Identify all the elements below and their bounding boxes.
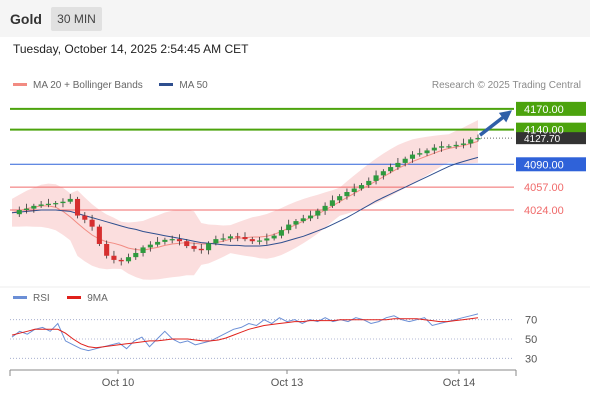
ma20-legend-label: MA 20 + Bollinger Bands [33,80,143,91]
candle-body [446,146,452,148]
candle-body [271,235,277,239]
candle-body [67,198,73,202]
candle-body [453,144,459,147]
candle-body [16,210,22,215]
candle-body [264,238,270,241]
rsi-ma-line [11,317,479,349]
level-label-4024.00: 4024.00 [524,205,564,217]
candle-body [358,185,365,189]
candle-body [184,241,190,247]
candle-body [31,205,37,209]
projection-arrow-head [498,110,512,123]
candle-body [169,239,175,241]
candle-body [24,208,30,211]
candle-body [307,215,314,219]
candle-body [351,188,357,193]
projection-arrow-shaft [478,112,509,137]
candle-body [315,210,321,216]
candle-body [111,255,117,260]
candle-body [227,236,233,239]
rsi-legend-swatch [13,295,27,299]
candle-body [431,147,437,151]
rsi-tick-label: 30 [525,353,537,365]
candle-body [147,244,153,248]
candle-body [417,153,423,155]
x-tick-label: Oct 14 [443,377,475,389]
candle-body [74,198,81,216]
candle-body [380,171,386,176]
candle-body [300,218,306,222]
candle-body [176,239,183,242]
candle-body [395,162,401,168]
candle-body [140,247,146,253]
level-label-4057.00: 4057.00 [524,182,564,194]
credit-text: Research © 2025 Trading Central [431,80,581,91]
candle-body [118,259,124,262]
candle-body [257,240,263,242]
candle-body [337,196,343,201]
candle-body [45,203,51,205]
candle-body [293,221,299,225]
candle-body [162,239,168,242]
candle-body [96,226,102,244]
candle-body [388,167,394,172]
candle-body [89,219,95,227]
current-price-tag [516,132,586,145]
candle-body [366,180,372,186]
candle-body [125,257,132,262]
candle-body [104,243,110,256]
candle-body [344,192,350,197]
bollinger-band [12,120,478,280]
candle-body [475,137,481,140]
candle-body [373,175,379,181]
ma50-legend-label: MA 50 [179,80,208,91]
rsi-legend-label: RSI [33,293,50,304]
candle-body [402,158,408,163]
candle-body [220,238,226,240]
ma20-legend-swatch [13,82,27,86]
level-label-4127.70: 4127.70 [524,134,561,145]
rsi-ma-legend-swatch [67,295,82,299]
rsi-tick-label: 70 [525,315,537,327]
candle-body [235,236,241,238]
candle-body [409,154,416,159]
candle-body [242,237,248,240]
candle-body [206,243,212,251]
candle-body [424,150,430,154]
candle-body [53,203,59,205]
candle-body [460,143,466,145]
candle-body [322,205,328,211]
candle-body [191,246,197,249]
candle-body [439,146,445,148]
main-legend: MA 20 + Bollinger Bands MA 50 [13,80,208,91]
candle-body [286,224,292,231]
rsi-legend: RSI 9MA [13,293,108,304]
resistance-tag [516,101,586,116]
x-tick-label: Oct 13 [271,377,303,389]
level-label-4170.00: 4170.00 [524,104,564,116]
candle-body [213,239,219,244]
candle-body [60,201,66,204]
ma50-legend-swatch [159,82,174,86]
candle-body [468,139,474,144]
level-label-4140.00: 4140.00 [524,125,564,137]
candle-body [82,215,88,220]
candle-body [198,248,204,251]
report-datetime: Tuesday, October 14, 2025 2:54:45 AM CET [13,42,249,56]
rsi-tick-label: 50 [525,334,537,346]
candle-body [133,252,139,258]
candle-body [155,241,161,245]
ma50-line [11,156,479,247]
instrument-title: Gold [10,11,42,27]
timeframe-button[interactable]: 30 MIN [51,7,102,31]
candle-body [249,239,255,242]
candle-body [278,230,284,236]
level-label-4090.00: 4090.00 [524,159,564,171]
x-tick-label: Oct 10 [102,377,134,389]
candle-body [329,200,335,206]
pivot-tag [516,157,586,172]
rsi-ma-legend-label: 9MA [87,293,108,304]
candle-body [38,204,44,206]
